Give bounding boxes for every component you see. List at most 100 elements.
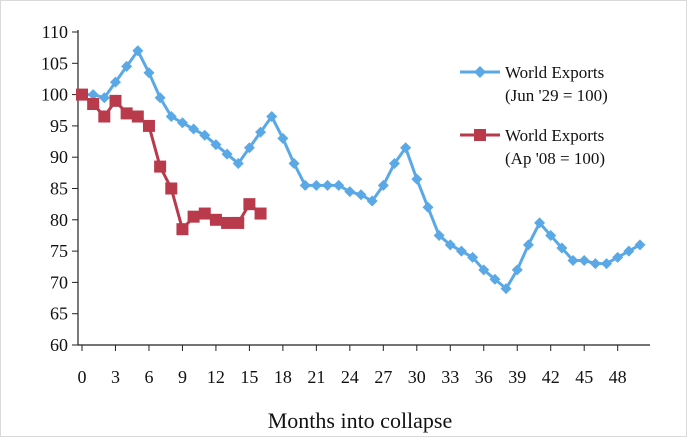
data-point	[366, 195, 378, 207]
data-point	[121, 60, 133, 72]
data-point	[411, 173, 423, 185]
y-tick-label: 65	[50, 304, 68, 324]
data-point	[534, 217, 546, 229]
data-point	[154, 160, 167, 173]
y-tick-label: 95	[50, 116, 68, 136]
data-point	[322, 179, 334, 191]
y-tick-label: 85	[50, 179, 68, 199]
data-point	[612, 251, 624, 263]
data-point	[589, 258, 601, 270]
legend-label-line1: World Exports	[505, 63, 604, 82]
data-point	[333, 179, 345, 191]
x-axis-label: Months into collapse	[268, 408, 453, 433]
data-point	[98, 92, 110, 104]
x-tick-label: 30	[408, 367, 426, 387]
data-point	[132, 45, 144, 57]
data-point	[165, 111, 177, 123]
x-tick-label: 6	[144, 367, 153, 387]
data-point	[87, 97, 100, 110]
legend-label-line2: (Jun '29 = 100)	[505, 86, 608, 105]
data-point	[310, 179, 322, 191]
x-tick-label: 33	[441, 367, 459, 387]
data-point	[131, 110, 144, 123]
data-point	[623, 245, 635, 257]
data-point	[176, 223, 189, 236]
legend-label-line2: (Ap '08 = 100)	[505, 149, 605, 168]
y-axis-ticks: 60 65 70 75 80 85 90 95 100 105 110	[41, 22, 78, 355]
data-point	[143, 67, 155, 79]
data-point	[232, 216, 245, 229]
legend-label-line1: World Exports	[505, 126, 604, 145]
data-point	[545, 229, 557, 241]
data-point	[355, 189, 367, 201]
data-point	[511, 264, 523, 276]
data-point	[209, 213, 222, 226]
data-point	[109, 76, 121, 88]
data-point	[467, 251, 479, 263]
data-point	[522, 239, 534, 251]
legend: World Exports(Jun '29 = 100)World Export…	[460, 63, 608, 168]
data-point	[87, 89, 99, 101]
x-tick-label: 12	[207, 367, 225, 387]
data-point	[221, 216, 234, 229]
x-tick-label: 27	[374, 367, 392, 387]
series-2	[76, 88, 267, 236]
data-point	[433, 229, 445, 241]
x-tick-label: 24	[341, 367, 359, 387]
data-point	[288, 157, 300, 169]
series-1	[76, 45, 646, 295]
data-point	[500, 283, 512, 295]
data-point	[221, 148, 233, 160]
x-tick-label: 45	[575, 367, 593, 387]
data-point	[377, 179, 389, 191]
data-point	[422, 201, 434, 213]
data-point	[210, 139, 222, 151]
data-point	[255, 126, 267, 138]
data-point	[400, 142, 412, 154]
x-tick-label: 0	[78, 367, 87, 387]
x-tick-label: 15	[240, 367, 258, 387]
data-point	[199, 129, 211, 141]
data-point	[142, 119, 155, 132]
data-point	[344, 186, 356, 198]
data-point	[478, 264, 490, 276]
data-point	[165, 182, 178, 195]
legend-item-1: World Exports (Jun '29 = 100)	[460, 63, 608, 105]
y-tick-label: 80	[50, 210, 68, 230]
data-point	[243, 198, 256, 211]
y-tick-label: 105	[41, 53, 68, 73]
data-point	[198, 207, 211, 220]
x-axis-ticks: 0 3 6 9 12 15 18 21 24 27 30 33 36 39 42 45 48	[78, 345, 627, 387]
data-point	[243, 142, 255, 154]
data-point	[98, 110, 111, 123]
x-tick-label: 18	[274, 367, 292, 387]
data-point	[489, 273, 501, 285]
x-tick-label: 42	[542, 367, 560, 387]
data-point	[76, 88, 88, 101]
data-point	[299, 179, 311, 191]
data-point	[388, 157, 400, 169]
data-point	[567, 254, 579, 266]
data-point	[109, 94, 122, 107]
data-point	[120, 107, 133, 120]
y-tick-label: 100	[41, 85, 68, 105]
data-point	[601, 258, 613, 270]
y-tick-label: 70	[50, 272, 68, 292]
data-point	[578, 254, 590, 266]
x-tick-label: 9	[178, 367, 187, 387]
legend-marker	[474, 66, 486, 78]
data-point	[277, 132, 289, 144]
data-point	[444, 239, 456, 251]
legend-item-2: World Exports (Ap '08 = 100)	[460, 126, 605, 168]
series-layer	[76, 45, 646, 295]
y-tick-label: 60	[50, 335, 68, 355]
data-point	[634, 239, 646, 251]
data-point	[266, 111, 278, 123]
data-point	[254, 207, 267, 220]
x-tick-label: 39	[508, 367, 526, 387]
data-point	[176, 117, 188, 129]
data-point	[154, 92, 166, 104]
data-point	[455, 245, 467, 257]
